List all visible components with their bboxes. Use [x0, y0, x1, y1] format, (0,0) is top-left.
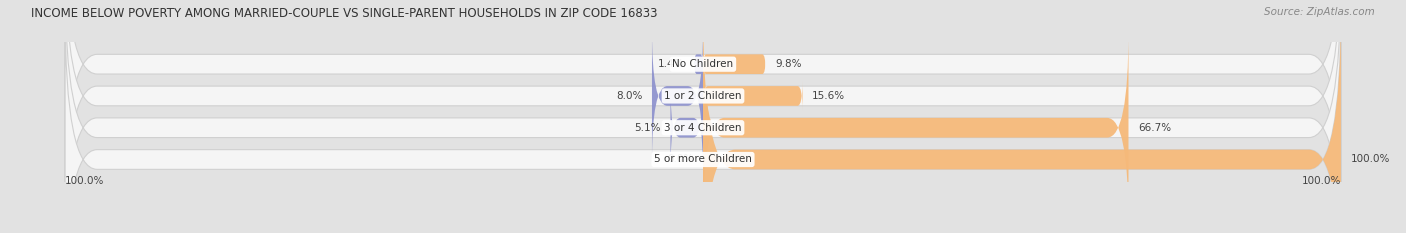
FancyBboxPatch shape: [65, 10, 1341, 233]
FancyBboxPatch shape: [703, 10, 1341, 233]
Text: 100.0%: 100.0%: [65, 176, 104, 186]
Text: 5 or more Children: 5 or more Children: [654, 154, 752, 164]
FancyBboxPatch shape: [65, 0, 1341, 213]
Text: 100.0%: 100.0%: [1302, 176, 1341, 186]
Text: 1 or 2 Children: 1 or 2 Children: [664, 91, 742, 101]
Text: Source: ZipAtlas.com: Source: ZipAtlas.com: [1264, 7, 1375, 17]
FancyBboxPatch shape: [65, 0, 1341, 233]
FancyBboxPatch shape: [703, 54, 765, 74]
Text: 8.0%: 8.0%: [616, 91, 643, 101]
Text: 3 or 4 Children: 3 or 4 Children: [664, 123, 742, 133]
FancyBboxPatch shape: [703, 32, 1129, 224]
Text: 100.0%: 100.0%: [1351, 154, 1391, 164]
FancyBboxPatch shape: [695, 54, 703, 74]
Text: 0.0%: 0.0%: [668, 154, 693, 164]
Text: 66.7%: 66.7%: [1137, 123, 1171, 133]
Text: 9.8%: 9.8%: [775, 59, 801, 69]
Text: 5.1%: 5.1%: [634, 123, 661, 133]
FancyBboxPatch shape: [703, 81, 803, 111]
FancyBboxPatch shape: [671, 89, 703, 167]
Text: No Children: No Children: [672, 59, 734, 69]
Text: INCOME BELOW POVERTY AMONG MARRIED-COUPLE VS SINGLE-PARENT HOUSEHOLDS IN ZIP COD: INCOME BELOW POVERTY AMONG MARRIED-COUPL…: [31, 7, 658, 20]
FancyBboxPatch shape: [65, 0, 1341, 233]
FancyBboxPatch shape: [652, 30, 703, 162]
Text: 1.4%: 1.4%: [658, 59, 685, 69]
Text: 15.6%: 15.6%: [813, 91, 845, 101]
